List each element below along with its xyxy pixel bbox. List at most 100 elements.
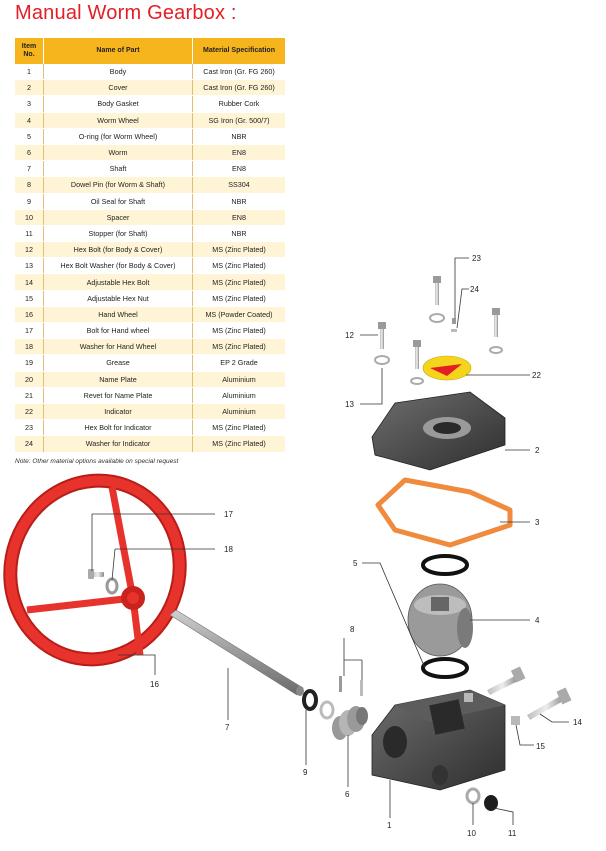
dowel-pin-left [339,676,342,692]
leader-lines [91,257,569,825]
hand-wheel-bolt [88,569,104,579]
callout-13: 13 [345,400,354,409]
cell-part-name: Washer for Indicator [43,435,193,453]
table-row: 2 Cover Cast Iron (Gr. FG 260) [15,79,285,97]
table-row: 1 Body Cast Iron (Gr. FG 260) [15,64,285,81]
callout-9: 9 [303,768,308,777]
header-name-of-part: Name of Part [43,38,193,64]
cell-material: EN8 [192,160,285,178]
cell-material: SS304 [192,176,285,194]
cell-material: NBR [192,193,285,210]
indicator-bolt [452,318,456,324]
cell-item-no: 2 [15,79,44,97]
adjustable-hex-nut [511,716,520,725]
adjustable-hex-bolt-upper [487,666,526,695]
cell-item-no: 11 [15,225,44,243]
header-item-no: Item No. [15,38,44,64]
hex-bolt-left [378,322,386,349]
cell-item-no: 17 [15,322,44,340]
cell-item-no: 21 [15,387,44,404]
table-row: 16 Hand Wheel MS (Powder Coated) [15,306,285,324]
table-row: 20 Name Plate Aluminium [15,371,285,388]
cell-part-name: Grease [43,354,193,372]
cell-material: MS (Zinc Plated) [192,419,285,437]
cell-item-no: 13 [15,257,44,275]
cell-item-no: 6 [15,144,44,162]
dowel-pin-right [360,680,363,696]
cell-part-name: Hex Bolt Washer (for Body & Cover) [43,257,193,275]
table-row: 7 Shaft EN8 [15,160,285,178]
table-row: 6 Worm EN8 [15,144,285,162]
table-row: 18 Washer for Hand Wheel MS (Zinc Plated) [15,338,285,356]
callout-14: 14 [573,718,582,727]
cell-part-name: Body Gasket [43,95,193,113]
table-row: 11 Stopper (for Shaft) NBR [15,225,285,243]
cell-part-name: Indicator [43,403,193,421]
stopper [484,795,498,811]
cell-item-no: 12 [15,241,44,259]
table-row: 19 Grease EP 2 Grade [15,354,285,372]
table-row: 4 Worm Wheel SG Iron (Gr. 500/7) [15,112,285,129]
gearbox-body [371,689,506,791]
table-row: 17 Bolt for Hand wheel MS (Zinc Plated) [15,322,285,340]
callout-22: 22 [532,371,541,380]
parts-table: Item No. Name of Part Material Specifica… [15,38,285,453]
cell-part-name: Spacer [43,209,193,226]
cell-part-name: Dowel Pin (for Worm & Shaft) [43,176,193,194]
callout-17: 17 [224,510,233,519]
callout-1: 1 [387,821,392,830]
cell-part-name: Hex Bolt for Indicator [43,419,193,437]
worm-wheel [407,583,473,657]
callout-12: 12 [345,331,354,340]
hand-wheel-washer [105,577,119,595]
table-header-row: Item No. Name of Part Material Specifica… [15,38,285,64]
callout-11: 11 [508,829,517,838]
cell-item-no: 14 [15,273,44,291]
cell-material: MS (Zinc Plated) [192,435,285,453]
o-ring-upper [421,554,469,576]
callout-24: 24 [470,285,479,294]
cell-material: EP 2 Grade [192,354,285,372]
bolt-washer-middle [410,377,424,385]
cell-item-no: 24 [15,435,44,453]
table-row: 12 Hex Bolt (for Body & Cover) MS (Zinc Pl… [15,241,285,259]
cell-part-name: Cover [43,79,193,97]
hex-nut-upper [464,693,473,702]
adjustable-hex-bolt-lower [527,687,572,720]
table-row: 5 O-ring (for Worm Wheel) NBR [15,128,285,145]
cell-item-no: 10 [15,209,44,226]
table-row: 13 Hex Bolt Washer (for Body & Cover) MS (… [15,257,285,275]
table-row: 15 Adjustable Hex Nut MS (Zinc Plated) [15,290,285,307]
callout-6: 6 [345,790,350,799]
hand-wheel [3,473,187,667]
table-row: 3 Body Gasket Rubber Cork [15,95,285,113]
indicator-washer [451,329,457,332]
cell-material: MS (Zinc Plated) [192,241,285,259]
cell-part-name: Stopper (for Shaft) [43,225,193,243]
cell-material: Cast Iron (Gr. FG 260) [192,79,285,97]
cell-part-name: Washer for Hand Wheel [43,338,193,356]
bolt-washer-right [489,346,503,354]
cell-item-no: 16 [15,306,44,324]
cell-part-name: Adjustable Hex Bolt [43,273,193,291]
callout-15: 15 [536,742,545,751]
table-row: 10 Spacer EN8 [15,209,285,226]
cell-part-name: Hex Bolt (for Body & Cover) [43,241,193,259]
hex-bolt-middle [413,340,421,369]
cell-material: SG Iron (Gr. 500/7) [192,112,285,129]
callout-2: 2 [535,446,540,455]
hex-bolt-right [492,308,500,337]
cell-material: MS (Zinc Plated) [192,290,285,307]
cell-item-no: 3 [15,95,44,113]
cell-item-no: 8 [15,176,44,194]
cell-material: MS (Zinc Plated) [192,338,285,356]
oil-seal [302,689,318,711]
cell-part-name: Worm Wheel [43,112,193,129]
cell-material: MS (Zinc Plated) [192,257,285,275]
cell-part-name: Shaft [43,160,193,178]
o-ring-lower [421,657,469,679]
cell-item-no: 20 [15,371,44,388]
gearbox-cover [371,391,506,471]
cell-part-name: Bolt for Hand wheel [43,322,193,340]
